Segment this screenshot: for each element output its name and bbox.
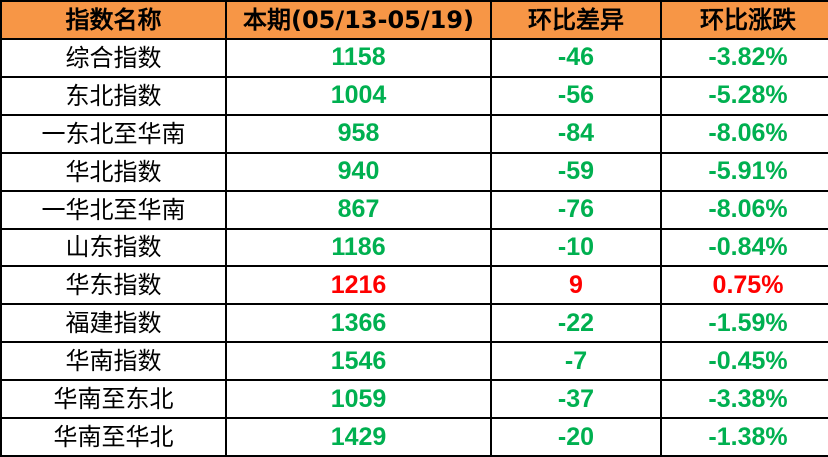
change-pct-cell: -5.91% [660,151,828,192]
change-pct-cell: -5.28% [660,75,828,116]
change-pct-cell: -1.38% [660,417,828,457]
index-name-cell: 山东指数 [0,227,227,268]
change-pct-cell: -8.06% [660,113,828,154]
index-name-cell: 华南至华北 [0,417,227,457]
index-name-cell: 一华北至华南 [0,189,227,230]
table-row: 华东指数 1216 9 0.75% [0,265,828,306]
index-name-cell: 福建指数 [0,303,227,344]
header-change-pct: 环比涨跌 [660,0,828,40]
table-row: 东北指数 1004 -56 -5.28% [0,75,828,116]
diff-cell: -20 [490,417,662,457]
change-pct-cell: -3.38% [660,379,828,420]
diff-cell: -84 [490,113,662,154]
header-diff: 环比差异 [490,0,662,40]
diff-cell: -56 [490,75,662,116]
index-name-cell: 华东指数 [0,265,227,306]
change-pct-cell: -0.84% [660,227,828,268]
diff-cell: -7 [490,341,662,382]
current-value-cell: 1059 [225,379,492,420]
change-pct-cell: -1.59% [660,303,828,344]
table-row: 一华北至华南 867 -76 -8.06% [0,189,828,230]
current-value-cell: 1158 [225,38,492,78]
table-row: 华南至华北 1429 -20 -1.38% [0,417,828,457]
header-current-period: 本期(05/13-05/19) [225,0,492,40]
index-name-cell: 一东北至华南 [0,113,227,154]
table-row: 综合指数 1158 -46 -3.82% [0,38,828,78]
table-row: 一东北至华南 958 -84 -8.06% [0,113,828,154]
index-name-cell: 华北指数 [0,151,227,192]
change-pct-cell: -3.82% [660,38,828,78]
table-row: 华北指数 940 -59 -5.91% [0,151,828,192]
current-value-cell: 940 [225,151,492,192]
diff-cell: -76 [490,189,662,230]
index-name-cell: 华南指数 [0,341,227,382]
diff-cell: -10 [490,227,662,268]
current-value-cell: 1546 [225,341,492,382]
table-row: 华南指数 1546 -7 -0.45% [0,341,828,382]
current-value-cell: 1366 [225,303,492,344]
diff-cell: 9 [490,265,662,306]
current-value-cell: 867 [225,189,492,230]
table-row: 华南至东北 1059 -37 -3.38% [0,379,828,420]
index-name-cell: 综合指数 [0,38,227,78]
current-value-cell: 958 [225,113,492,154]
table-row: 山东指数 1186 -10 -0.84% [0,227,828,268]
current-value-cell: 1216 [225,265,492,306]
current-value-cell: 1186 [225,227,492,268]
diff-cell: -59 [490,151,662,192]
change-pct-cell: -0.45% [660,341,828,382]
current-value-cell: 1004 [225,75,492,116]
table-row: 福建指数 1366 -22 -1.59% [0,303,828,344]
index-name-cell: 华南至东北 [0,379,227,420]
current-value-cell: 1429 [225,417,492,457]
change-pct-cell: 0.75% [660,265,828,306]
header-index-name: 指数名称 [0,0,227,40]
diff-cell: -37 [490,379,662,420]
diff-cell: -22 [490,303,662,344]
change-pct-cell: -8.06% [660,189,828,230]
diff-cell: -46 [490,38,662,78]
header-row: 指数名称 本期(05/13-05/19) 环比差异 环比涨跌 [0,0,828,40]
index-name-cell: 东北指数 [0,75,227,116]
